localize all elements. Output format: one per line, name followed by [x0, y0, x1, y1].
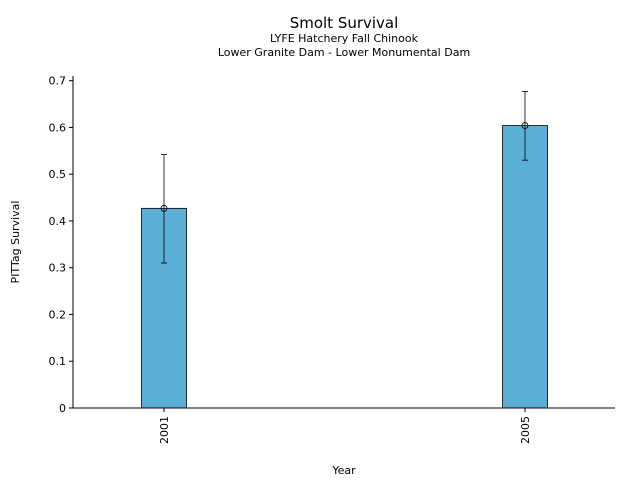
y-tick-label: 0.6: [49, 121, 67, 134]
plot-area: 0 0.1 0.2 0.3 0.4 0.5 0.6 0.7 2001 2005: [49, 75, 548, 444]
chart-subtitle-line-2: Lower Granite Dam - Lower Monumental Dam: [218, 46, 470, 59]
x-axis-label: Year: [331, 464, 356, 477]
y-axis-label: PITTag Survival: [9, 201, 22, 284]
point-marker: [521, 122, 529, 129]
point-marker: [160, 204, 168, 212]
x-tick-label: 2005: [519, 416, 532, 444]
chart-subtitle-line-1: LYFE Hatchery Fall Chinook: [270, 32, 419, 45]
x-tick-label: 2001: [158, 416, 171, 444]
y-tick-label: 0.2: [49, 308, 67, 321]
y-tick-label: 0.7: [49, 75, 67, 88]
chart-title: Smolt Survival: [290, 14, 399, 32]
y-tick-label: 0: [59, 402, 66, 415]
bar: [502, 125, 548, 409]
y-tick-label: 0.4: [49, 215, 67, 228]
y-tick-label: 0.3: [49, 262, 67, 275]
y-tick-label: 0.1: [49, 355, 67, 368]
y-tick-label: 0.5: [49, 168, 67, 181]
